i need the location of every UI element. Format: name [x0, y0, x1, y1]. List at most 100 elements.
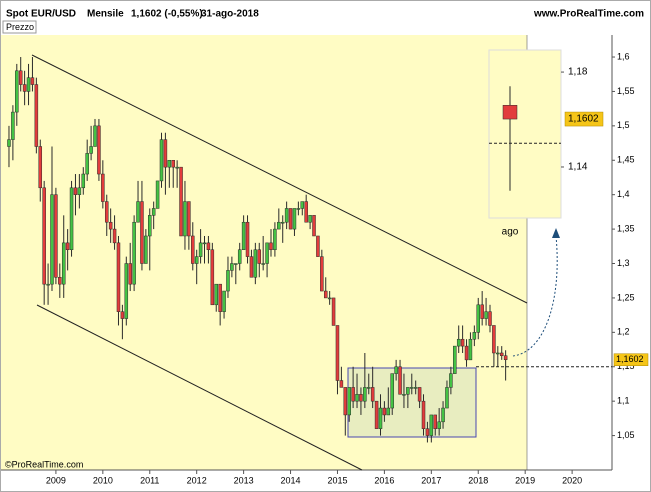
candle-body — [308, 215, 312, 223]
title: Spot EUR/USD — [6, 9, 76, 20]
candle-body — [323, 290, 328, 299]
inset-y-tick-label: 1,14 — [568, 162, 588, 173]
candle-body — [406, 387, 410, 395]
x-tick-label: 2009 — [46, 475, 66, 485]
candle-body — [331, 297, 336, 326]
candle-body — [46, 283, 50, 286]
x-tick-label: 2011 — [140, 475, 159, 485]
candle-body — [85, 153, 89, 175]
candle-body — [386, 407, 391, 416]
candle-body — [183, 201, 187, 237]
y-tick-label: 1,45 — [617, 155, 635, 165]
y-tick-label: 1,5 — [617, 120, 630, 130]
source: www.ProRealTime.com — [533, 9, 644, 20]
candle-body — [355, 394, 359, 402]
candle-body — [421, 400, 426, 429]
candle-body — [128, 263, 132, 285]
candle-body — [54, 194, 58, 278]
candle-body — [304, 201, 308, 223]
candle-body — [441, 407, 445, 423]
candle-body — [61, 242, 66, 285]
y-tick-label: 1,1 — [617, 396, 630, 406]
candle-body — [437, 421, 441, 429]
candle-body — [230, 263, 234, 271]
candle-body — [97, 125, 101, 175]
candle-body — [265, 242, 269, 264]
candle-body — [237, 249, 242, 264]
y-tick-label: 1,2 — [617, 327, 630, 337]
candle-body — [488, 311, 492, 326]
x-tick-label: 2016 — [374, 475, 394, 485]
candle-body — [155, 180, 160, 209]
candle-body — [26, 77, 31, 92]
candle-body — [484, 311, 488, 319]
candle-body — [468, 338, 473, 361]
candle-body — [378, 407, 383, 429]
inset: 1,18 1,14 1,1602 ago — [489, 67, 604, 238]
y-tick-label: 1,35 — [617, 223, 635, 233]
candle-body — [394, 366, 398, 374]
candle-body — [7, 139, 11, 147]
candle-body — [460, 338, 465, 347]
candle-body — [312, 215, 316, 237]
candle-body — [101, 173, 105, 202]
candle-body — [499, 352, 504, 356]
candle-body — [206, 242, 211, 250]
candle-body — [492, 325, 496, 354]
y-tick-label: 1,4 — [617, 189, 630, 199]
x-tick-label: 2012 — [187, 475, 207, 485]
candle-body — [425, 428, 430, 436]
x-tick-label: 2010 — [93, 475, 113, 485]
candle-body — [269, 242, 273, 250]
y-tick-label: 1,25 — [617, 292, 635, 302]
candle-body — [124, 263, 129, 319]
candle-body — [167, 160, 172, 168]
candle-body — [218, 283, 222, 312]
candle-body — [351, 387, 355, 402]
candle-body — [496, 352, 500, 355]
candle-body — [112, 228, 117, 244]
candle-body — [136, 201, 140, 223]
candle-body — [34, 84, 39, 147]
candle-body — [476, 304, 481, 333]
candle-body — [226, 270, 230, 292]
candle-body — [11, 111, 15, 140]
candle-body — [453, 345, 457, 374]
candle-body — [335, 325, 340, 381]
candle-body — [480, 304, 484, 319]
candle-body — [116, 242, 121, 312]
candle-body — [288, 208, 293, 230]
candle-body — [89, 146, 93, 154]
x-tick-label: 2018 — [468, 475, 488, 485]
candle-body — [280, 221, 285, 224]
candle-body — [300, 201, 305, 209]
candle-body — [144, 235, 148, 264]
candle-body — [339, 380, 344, 388]
candle-body — [320, 256, 324, 292]
panel-label: Prezzo — [6, 22, 34, 32]
candle-body — [50, 194, 54, 285]
channel-upper — [31, 54, 528, 304]
period: Mensile — [87, 9, 124, 20]
inset-last-price-label: 1,1602 — [568, 114, 599, 125]
candle-body — [104, 201, 109, 223]
candle-body — [292, 208, 297, 230]
candle-body — [316, 235, 320, 257]
arrow-head — [552, 228, 560, 238]
inset-panel — [488, 49, 562, 219]
inset-x-label: ago — [502, 227, 519, 238]
candle-body — [503, 355, 508, 360]
candle-body — [120, 311, 125, 319]
y-tick-label: 1,55 — [617, 86, 635, 96]
candle-body — [382, 407, 387, 416]
candle-body — [433, 414, 437, 429]
candle-body — [163, 139, 168, 168]
candle-body — [210, 249, 215, 306]
candle-body — [277, 221, 281, 230]
candle-body — [367, 387, 371, 389]
candle-body — [417, 387, 422, 402]
candle-body — [42, 187, 46, 285]
x-tick-label: 2015 — [327, 475, 347, 485]
candle-body — [187, 201, 191, 237]
